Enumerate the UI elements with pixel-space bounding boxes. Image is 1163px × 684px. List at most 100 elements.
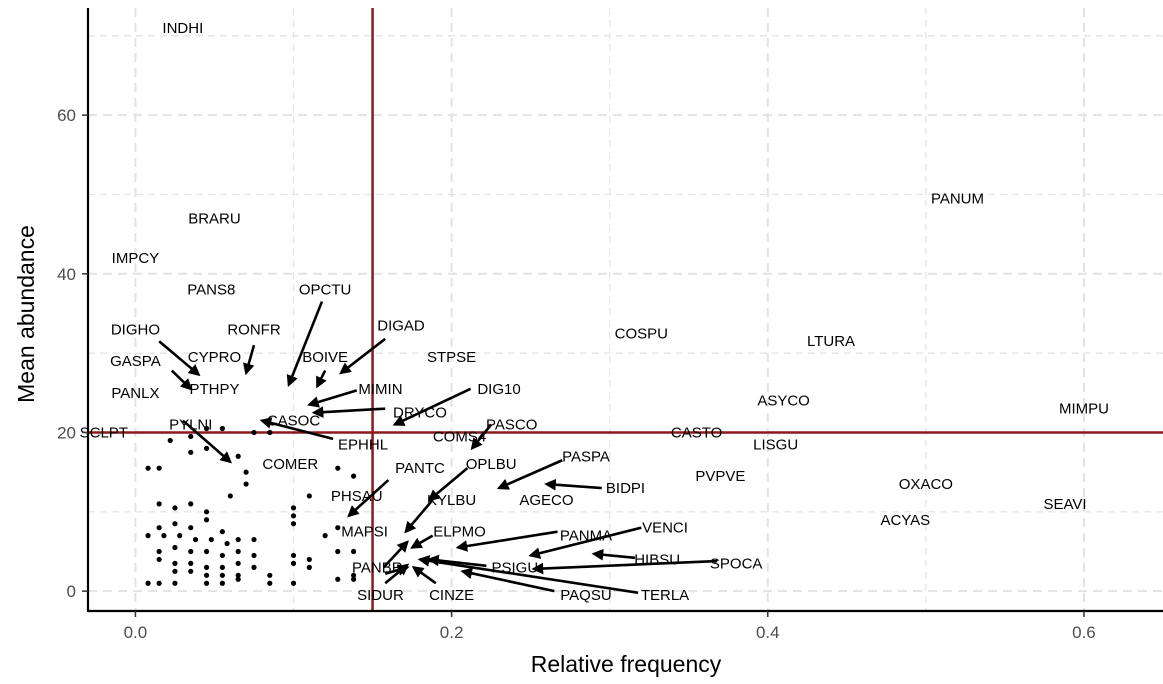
species-label: KYLBU [427, 492, 476, 509]
data-point [156, 525, 162, 531]
species-label: DIG10 [477, 381, 520, 398]
species-label: STPSE [427, 349, 476, 366]
label-arrow [427, 467, 469, 502]
label-arrow [181, 419, 233, 464]
species-label: PYLNI [169, 417, 212, 434]
data-point [251, 564, 257, 570]
data-point [290, 580, 297, 586]
label-arrow [384, 563, 410, 585]
data-point [188, 568, 194, 574]
species-label: INDHI [162, 20, 203, 37]
data-point [145, 465, 151, 471]
data-point [335, 465, 341, 471]
label-arrow [316, 370, 327, 389]
data-point [235, 453, 241, 459]
data-point [203, 548, 210, 555]
data-point [192, 536, 199, 543]
data-point [203, 509, 210, 515]
data-point [219, 564, 225, 570]
label-arrow [460, 567, 555, 593]
species-label: AGECO [519, 492, 573, 509]
species-label: PSIGU [491, 559, 538, 576]
data-point [350, 576, 357, 582]
data-point [177, 533, 183, 539]
data-point [161, 533, 167, 539]
label-arrow [311, 406, 386, 418]
data-point [322, 533, 328, 539]
label-arrow [382, 540, 409, 569]
label-arrow [544, 478, 602, 491]
species-label: PANUM [931, 190, 984, 207]
species-label: PANBR [352, 559, 403, 576]
data-point [235, 572, 241, 578]
x-tick-label: 0.2 [440, 623, 464, 642]
threshold-layer [88, 8, 1163, 611]
species-label: CASTO [671, 424, 722, 441]
species-label: CASOC [267, 413, 321, 430]
data-point [203, 580, 210, 586]
data-point [235, 536, 241, 543]
data-point [251, 536, 257, 543]
species-label: PANTC [395, 460, 445, 477]
data-point [156, 548, 162, 555]
x-tick-label: 0.4 [756, 623, 780, 642]
data-point [290, 552, 297, 559]
data-point [243, 481, 249, 487]
species-label: GASPA [110, 353, 161, 370]
data-point [156, 580, 162, 586]
tick-layer: 0.0 0.2 0.4 0.6 0 20 40 60 [57, 106, 1096, 642]
x-tick-label: 0.6 [1072, 623, 1096, 642]
data-point [188, 548, 194, 555]
y-tick-label: 60 [57, 106, 76, 125]
species-label: ASYCO [757, 393, 810, 410]
species-label: SEAVI [1043, 496, 1086, 513]
species-label: SCLPT [80, 424, 128, 441]
species-label: DIGAD [377, 317, 425, 334]
label-arrow [347, 479, 390, 518]
data-point [145, 533, 151, 539]
species-label: BIDPI [606, 480, 645, 497]
data-point [208, 536, 214, 543]
species-label: SPOCA [710, 555, 763, 572]
data-point [350, 548, 357, 555]
arrow-layer [158, 301, 718, 595]
label-arrow [496, 459, 563, 490]
data-point [203, 572, 210, 578]
data-point [306, 493, 312, 499]
y-axis-title: Mean abundance [13, 225, 39, 403]
data-point [167, 437, 173, 444]
label-arrow [455, 530, 558, 552]
data-point [219, 572, 225, 578]
species-label: OPLBU [466, 456, 517, 473]
data-point [203, 564, 210, 570]
species-label: CINZE [429, 587, 474, 604]
species-label: SIDUR [357, 587, 404, 604]
species-label: PAQSU [560, 587, 611, 604]
x-tick-label: 0.0 [124, 623, 148, 642]
data-point [172, 544, 178, 551]
grid-layer [88, 8, 1163, 611]
data-point [227, 493, 233, 499]
species-label: ACYAS [880, 512, 930, 529]
label-arrow [307, 389, 358, 408]
data-point [335, 525, 341, 531]
label-arrow [243, 344, 256, 376]
data-point [224, 540, 230, 547]
species-label: OPCTU [299, 282, 352, 299]
data-point [267, 429, 273, 436]
data-point [156, 556, 162, 563]
label-arrow [286, 301, 324, 388]
data-point [203, 425, 210, 432]
data-point [251, 552, 257, 559]
y-tick-label: 0 [67, 582, 76, 601]
species-label: PTHPY [189, 381, 239, 398]
species-label: BRARU [188, 210, 241, 227]
data-point [203, 445, 210, 451]
species-label: COMER [262, 456, 318, 473]
data-point [267, 580, 273, 586]
x-axis-title: Relative frequency [531, 651, 722, 677]
label-arrow [427, 554, 487, 568]
data-point [235, 548, 241, 555]
species-label: PASCO [486, 417, 537, 434]
